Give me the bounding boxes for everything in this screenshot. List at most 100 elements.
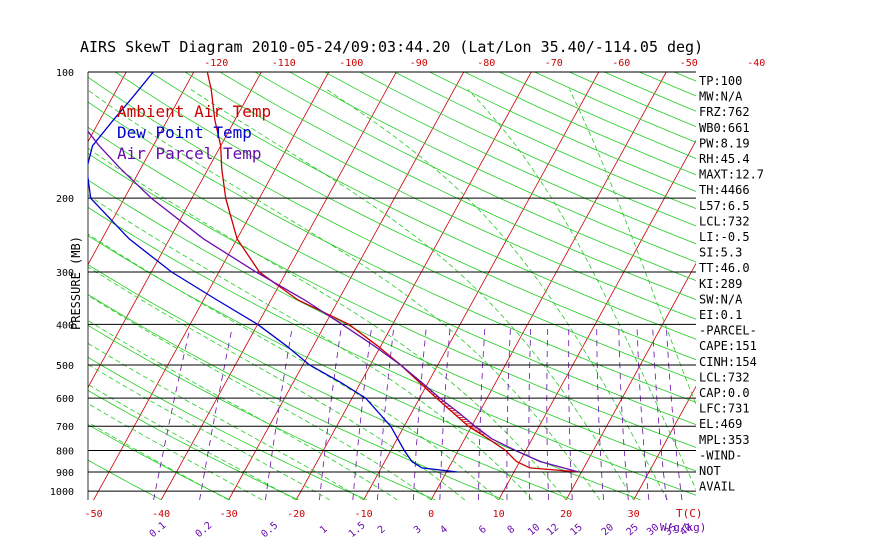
mixing-ratio-tick-label: 0.5 (259, 520, 280, 540)
isotherm-line (0, 72, 59, 500)
dry-adiabat-line (88, 76, 696, 382)
dry-adiabat-line (88, 424, 231, 500)
dry-adiabat-line (219, 72, 696, 301)
moist-adiabat-line (467, 89, 696, 491)
moist-adiabat-line (88, 89, 601, 500)
temp-tick-top: -80 (477, 58, 495, 69)
temp-tick-bottom: -20 (287, 509, 305, 520)
isotherm-line (295, 72, 532, 500)
dry-adiabat-line (359, 72, 696, 227)
dry-adiabat-line (254, 72, 696, 282)
index-item: FRZ:762 (699, 105, 750, 119)
dry-adiabat-line (88, 459, 162, 500)
pressure-tick-label: 600 (56, 394, 74, 405)
dry-adiabat-line (849, 72, 870, 500)
isotherm-line (88, 72, 262, 389)
index-item: CAP:0.0 (699, 386, 750, 400)
mixing-ratio-tick-label: 30 (645, 522, 661, 538)
mixing-ratio-line (618, 328, 629, 500)
x-axis-label: T(C) (676, 507, 703, 520)
mixing-ratio-tick-label: 25 (625, 522, 641, 538)
index-item: RH:45.4 (699, 152, 750, 166)
temp-tick-top: -100 (339, 58, 363, 69)
index-item: CAPE:151 (699, 339, 757, 353)
temp-tick-bottom: -50 (85, 509, 103, 520)
isotherm-line (498, 139, 696, 500)
temp-tick-bottom: -40 (152, 509, 170, 520)
dry-adiabat-line (88, 206, 696, 496)
index-item: EI:0.1 (699, 308, 742, 322)
dry-adiabat-line (88, 264, 573, 500)
isotherm-line (363, 72, 600, 500)
profile-lines (88, 72, 579, 473)
dry-adiabat-line (149, 72, 696, 340)
index-item: L57:6.5 (699, 199, 750, 213)
mixing-ratio-tick-label: 2 (376, 524, 388, 536)
mixing-ratio-tick-label: 8 (506, 524, 518, 536)
index-item: NOT (699, 464, 721, 478)
dry-adiabat-line (814, 72, 870, 500)
pressure-tick-label: 500 (56, 361, 74, 372)
series-line-ambient-temp (206, 72, 579, 473)
isotherm-line (769, 72, 870, 500)
mixing-ratio-line (153, 328, 191, 500)
isotherm-line (633, 385, 696, 500)
temp-tick-top: -60 (612, 58, 630, 69)
legend-entry: Air Parcel Temp (117, 144, 262, 163)
series-line-dew-point (88, 72, 457, 473)
dry-adiabat-line (88, 294, 505, 500)
legend-entry: Ambient Air Temp (117, 102, 271, 121)
dry-adiabat-line (779, 72, 870, 500)
temp-tick-bottom: -10 (355, 509, 373, 520)
mixing-ratio-tick-label: 1 (318, 524, 330, 536)
index-item: SI:5.3 (699, 246, 742, 260)
mixing-ratio-line (596, 328, 604, 500)
moist-adiabat-line (88, 194, 533, 500)
mixing-ratio-tick-label: 12 (545, 522, 561, 538)
index-item: PW:8.19 (699, 136, 750, 150)
index-item: -WIND- (699, 448, 742, 462)
index-item: LFC:731 (699, 402, 750, 416)
mixing-ratio-line (546, 328, 549, 500)
dry-adiabat-line (88, 126, 696, 426)
mixing-ratio-line (568, 328, 573, 500)
pressure-tick-label: 800 (56, 447, 74, 458)
chart-title: AIRS SkewT Diagram 2010-05-24/09:03:44.2… (80, 38, 703, 56)
dry-adiabat-line (88, 356, 368, 500)
isotherm-line (88, 72, 195, 266)
dry-adiabat-line (88, 101, 696, 403)
mixing-ratio-tick-label: 1.5 (347, 520, 368, 540)
mixing-ratio-tick-label: 3 (412, 524, 424, 536)
pressure-tick-label: 700 (56, 422, 74, 433)
index-item: TH:4466 (699, 183, 750, 197)
pressure-tick-label: 400 (56, 320, 74, 331)
mixing-ratio-tick-label: 10 (526, 522, 542, 538)
dry-adiabat-line (289, 72, 696, 263)
moist-adiabat-line (88, 294, 432, 500)
isotherm-line (836, 72, 870, 500)
mixing-ratio-line (265, 328, 293, 500)
dry-adiabat-line (88, 152, 696, 448)
temp-tick-top: -120 (204, 58, 228, 69)
mixing-ratio-tick-label: 6 (477, 524, 489, 536)
isotherm-line (93, 72, 330, 500)
isotherm-line (430, 72, 667, 500)
pressure-tick-label: 900 (56, 468, 74, 479)
mixing-ratio-line (377, 328, 394, 500)
mixing-ratio-line (439, 328, 451, 500)
series-line-air-parcel (88, 130, 579, 473)
pressure-tick-label: 300 (56, 268, 74, 279)
temp-tick-bottom: 20 (560, 509, 572, 520)
index-item: EL:469 (699, 417, 742, 431)
grid-lines (0, 72, 870, 500)
index-item: AVAIL (699, 480, 735, 494)
mixing-ratio-tick-label: 0.1 (148, 520, 169, 540)
moist-adiabat-line (88, 266, 466, 500)
mixing-ratio-tick-label: 15 (569, 522, 585, 538)
pressure-tick-label: 1000 (50, 487, 74, 498)
index-item: KI:289 (699, 277, 742, 291)
mixing-ratio-line (636, 328, 650, 500)
dry-adiabat-line (499, 72, 696, 159)
